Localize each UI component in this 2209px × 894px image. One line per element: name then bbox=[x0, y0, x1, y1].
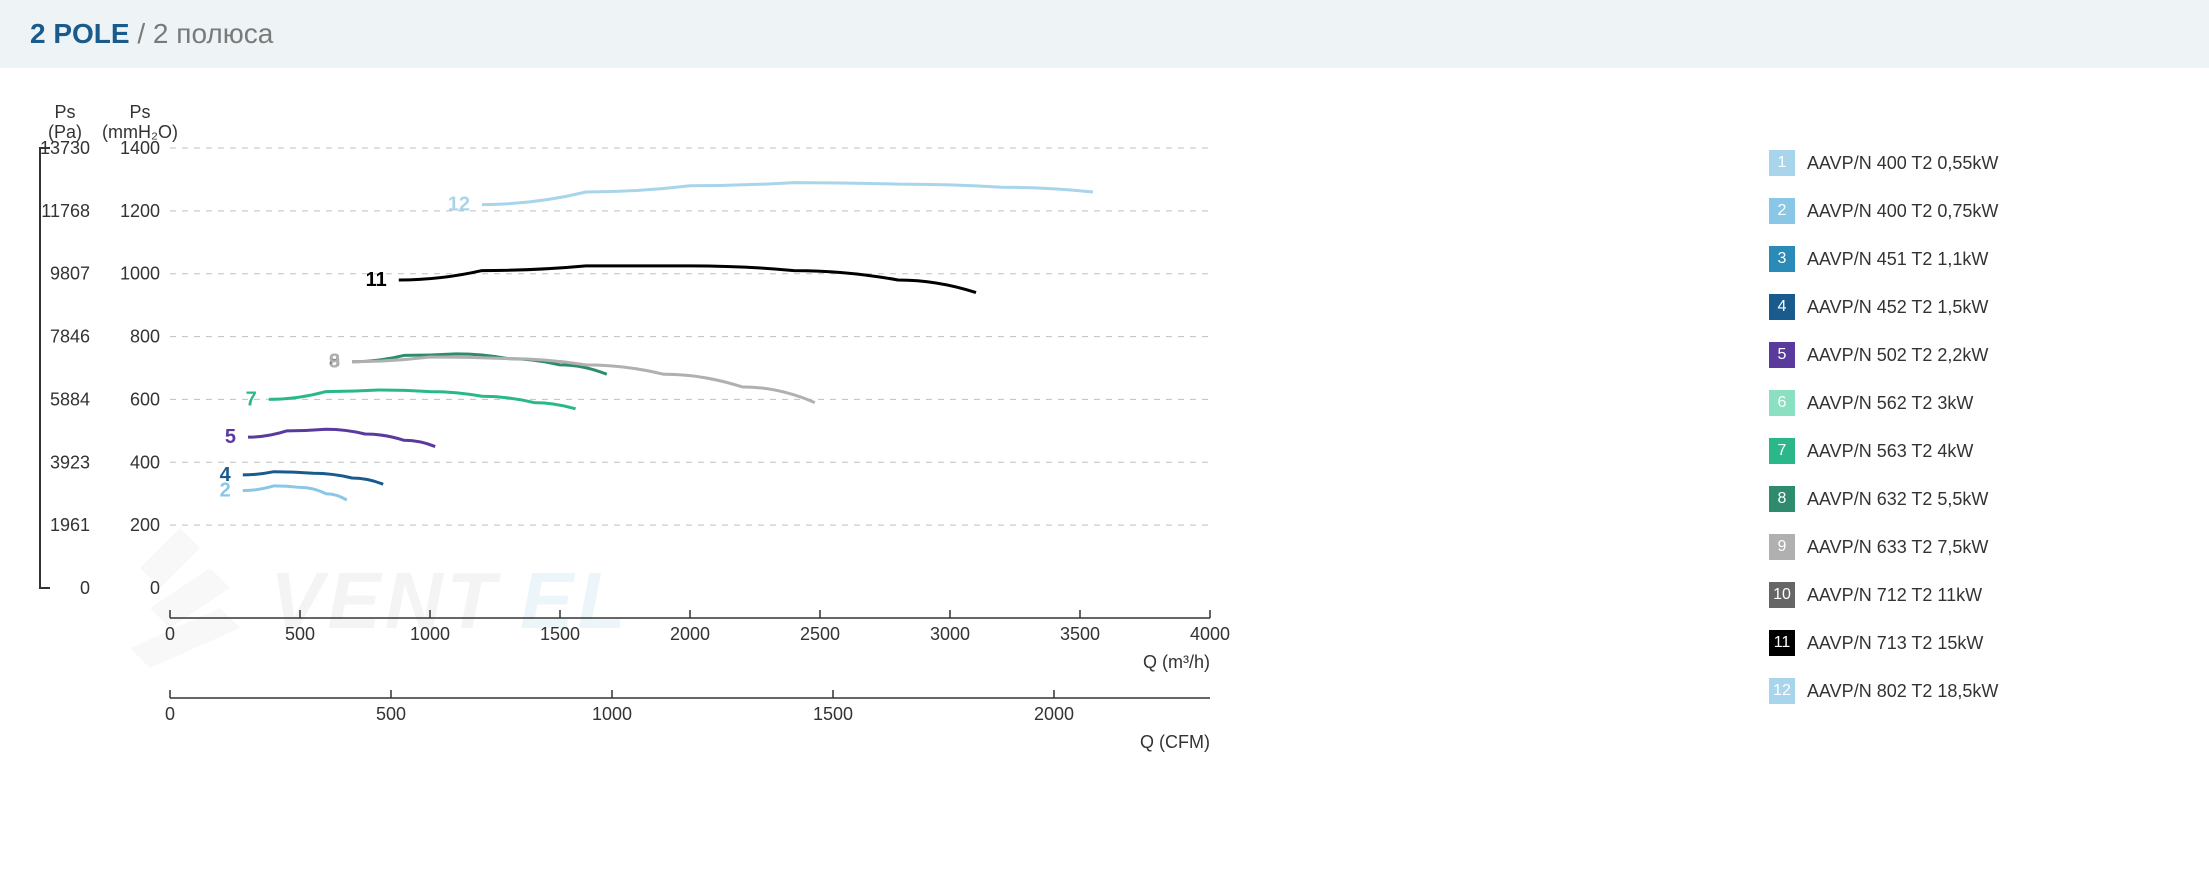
svg-text:3000: 3000 bbox=[930, 624, 970, 644]
legend-item: 11 AAVP/N 713 T2 15kW bbox=[1769, 630, 2149, 656]
svg-text:(mmH₂O): (mmH₂O) bbox=[102, 122, 178, 142]
legend-badge: 9 bbox=[1769, 534, 1795, 560]
legend-item: 9 AAVP/N 633 T2 7,5kW bbox=[1769, 534, 2149, 560]
svg-text:9: 9 bbox=[329, 351, 340, 373]
svg-text:1000: 1000 bbox=[410, 624, 450, 644]
svg-text:4000: 4000 bbox=[1190, 624, 1230, 644]
chart-header: 2 POLE / 2 полюса bbox=[0, 0, 2209, 68]
legend-label: AAVP/N 633 T2 7,5kW bbox=[1807, 537, 1988, 558]
legend-badge: 1 bbox=[1769, 150, 1795, 176]
chart-container: VENT EL 00200196140039236005884800784610… bbox=[20, 88, 1280, 808]
legend-label: AAVP/N 400 T2 0,55kW bbox=[1807, 153, 1998, 174]
legend-label: AAVP/N 713 T2 15kW bbox=[1807, 633, 1983, 654]
svg-text:Ps: Ps bbox=[129, 102, 150, 122]
legend-badge: 11 bbox=[1769, 630, 1795, 656]
legend-label: AAVP/N 451 T2 1,1kW bbox=[1807, 249, 1988, 270]
svg-text:4: 4 bbox=[220, 464, 232, 486]
svg-text:0: 0 bbox=[150, 578, 160, 598]
legend-item: 6 AAVP/N 562 T2 3kW bbox=[1769, 390, 2149, 416]
legend-item: 3 AAVP/N 451 T2 1,1kW bbox=[1769, 246, 2149, 272]
legend-item: 7 AAVP/N 563 T2 4kW bbox=[1769, 438, 2149, 464]
header-subtitle: / 2 полюса bbox=[130, 18, 274, 49]
svg-text:5884: 5884 bbox=[50, 389, 90, 409]
svg-text:1500: 1500 bbox=[540, 624, 580, 644]
svg-text:0: 0 bbox=[165, 704, 175, 724]
svg-text:600: 600 bbox=[130, 389, 160, 409]
legend-item: 10 AAVP/N 712 T2 11kW bbox=[1769, 582, 2149, 608]
svg-text:200: 200 bbox=[130, 515, 160, 535]
svg-text:Q (m³/h): Q (m³/h) bbox=[1143, 652, 1210, 672]
svg-text:7: 7 bbox=[246, 388, 257, 410]
legend-label: AAVP/N 563 T2 4kW bbox=[1807, 441, 1973, 462]
svg-text:1500: 1500 bbox=[813, 704, 853, 724]
legend-label: AAVP/N 400 T2 0,75kW bbox=[1807, 201, 1998, 222]
svg-text:7846: 7846 bbox=[50, 327, 90, 347]
legend-badge: 2 bbox=[1769, 198, 1795, 224]
legend-item: 5 AAVP/N 502 T2 2,2kW bbox=[1769, 342, 2149, 368]
legend-badge: 12 bbox=[1769, 678, 1795, 704]
legend-badge: 7 bbox=[1769, 438, 1795, 464]
legend: 1 AAVP/N 400 T2 0,55kW 2 AAVP/N 400 T2 0,75… bbox=[1769, 150, 2149, 726]
legend-item: 12 AAVP/N 802 T2 18,5kW bbox=[1769, 678, 2149, 704]
svg-text:5: 5 bbox=[225, 426, 236, 448]
svg-text:2000: 2000 bbox=[1034, 704, 1074, 724]
svg-text:0: 0 bbox=[80, 578, 90, 598]
header-title: 2 POLE bbox=[30, 18, 130, 49]
legend-item: 2 AAVP/N 400 T2 0,75kW bbox=[1769, 198, 2149, 224]
legend-badge: 4 bbox=[1769, 294, 1795, 320]
legend-badge: 6 bbox=[1769, 390, 1795, 416]
legend-item: 1 AAVP/N 400 T2 0,55kW bbox=[1769, 150, 2149, 176]
legend-badge: 3 bbox=[1769, 246, 1795, 272]
svg-text:400: 400 bbox=[130, 452, 160, 472]
legend-label: AAVP/N 452 T2 1,5kW bbox=[1807, 297, 1988, 318]
svg-text:3500: 3500 bbox=[1060, 624, 1100, 644]
svg-text:Q (CFM): Q (CFM) bbox=[1140, 732, 1210, 752]
svg-text:800: 800 bbox=[130, 327, 160, 347]
svg-text:500: 500 bbox=[376, 704, 406, 724]
svg-text:12: 12 bbox=[448, 194, 470, 216]
svg-text:9807: 9807 bbox=[50, 264, 90, 284]
svg-text:0: 0 bbox=[165, 624, 175, 644]
legend-badge: 5 bbox=[1769, 342, 1795, 368]
svg-text:Ps: Ps bbox=[54, 102, 75, 122]
legend-badge: 8 bbox=[1769, 486, 1795, 512]
svg-text:1200: 1200 bbox=[120, 201, 160, 221]
svg-text:3923: 3923 bbox=[50, 452, 90, 472]
svg-text:11: 11 bbox=[366, 269, 387, 291]
svg-text:1961: 1961 bbox=[50, 515, 90, 535]
legend-label: AAVP/N 632 T2 5,5kW bbox=[1807, 489, 1988, 510]
svg-text:1000: 1000 bbox=[120, 264, 160, 284]
svg-text:11768: 11768 bbox=[41, 201, 90, 221]
legend-item: 8 AAVP/N 632 T2 5,5kW bbox=[1769, 486, 2149, 512]
svg-text:(Pa): (Pa) bbox=[48, 122, 82, 142]
chart-svg: 0020019614003923600588480078461000980712… bbox=[20, 88, 1280, 808]
legend-badge: 10 bbox=[1769, 582, 1795, 608]
svg-text:1000: 1000 bbox=[592, 704, 632, 724]
legend-item: 4 AAVP/N 452 T2 1,5kW bbox=[1769, 294, 2149, 320]
svg-text:500: 500 bbox=[285, 624, 315, 644]
svg-text:2000: 2000 bbox=[670, 624, 710, 644]
legend-label: AAVP/N 712 T2 11kW bbox=[1807, 585, 1982, 606]
legend-label: AAVP/N 802 T2 18,5kW bbox=[1807, 681, 1998, 702]
legend-label: AAVP/N 562 T2 3kW bbox=[1807, 393, 1973, 414]
svg-text:2500: 2500 bbox=[800, 624, 840, 644]
legend-label: AAVP/N 502 T2 2,2kW bbox=[1807, 345, 1988, 366]
